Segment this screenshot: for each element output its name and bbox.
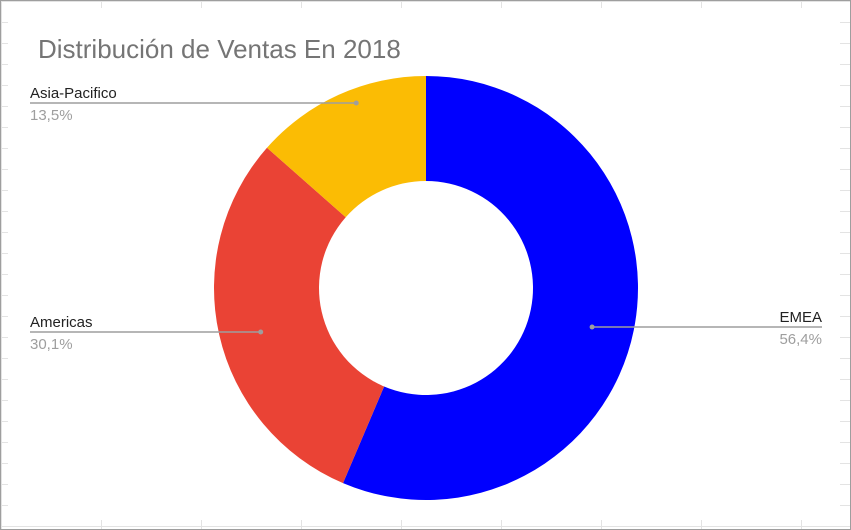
chart-title: Distribución de Ventas En 2018	[38, 34, 401, 64]
slice-label: EMEA	[779, 309, 822, 326]
slice-percent: 30,1%	[30, 336, 73, 353]
slice-label: Americas	[30, 314, 93, 331]
leader-dot	[353, 100, 359, 106]
slice-percent: 56,4%	[779, 331, 822, 348]
slice-label: Asia-Pacifico	[30, 85, 117, 102]
leader-dot	[589, 324, 595, 330]
slice-americas[interactable]	[214, 147, 385, 484]
slice-emea[interactable]	[343, 76, 639, 501]
leader-dot	[258, 329, 264, 335]
slice-percent: 13,5%	[30, 107, 73, 124]
slice-asia-pacifico[interactable]	[266, 76, 426, 218]
